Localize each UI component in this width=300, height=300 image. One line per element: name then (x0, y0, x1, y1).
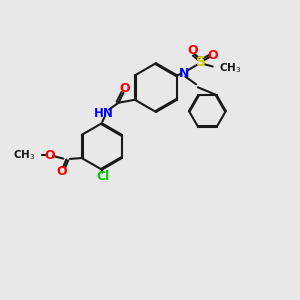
Text: O: O (45, 149, 55, 162)
Text: CH$_3$: CH$_3$ (219, 61, 241, 75)
Text: O: O (187, 44, 198, 57)
Text: N: N (178, 67, 189, 80)
Text: S: S (196, 55, 206, 69)
Text: O: O (207, 49, 218, 62)
Text: O: O (56, 165, 67, 178)
Text: Cl: Cl (96, 170, 110, 183)
Text: O: O (120, 82, 130, 95)
Text: CH$_3$: CH$_3$ (13, 148, 35, 162)
Text: HN: HN (94, 106, 114, 120)
